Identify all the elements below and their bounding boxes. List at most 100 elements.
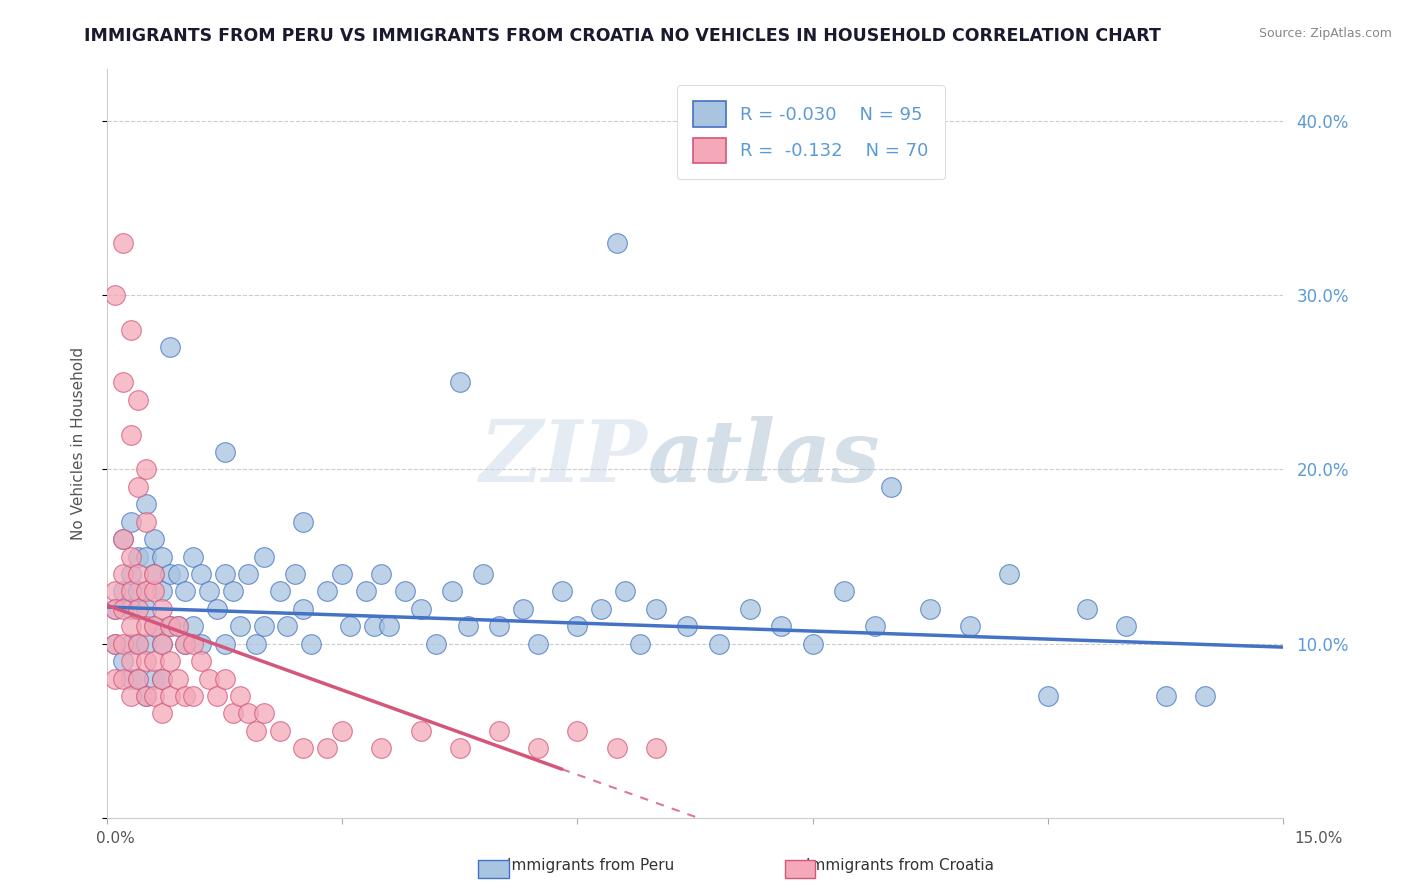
Point	[354, 584, 377, 599]
Point	[159, 566, 181, 581]
Point	[1154, 689, 1177, 703]
Point	[159, 619, 181, 633]
Point	[606, 235, 628, 250]
Point	[315, 584, 337, 599]
Text: IMMIGRANTS FROM PERU VS IMMIGRANTS FROM CROATIA NO VEHICLES IN HOUSEHOLD CORRELA: IMMIGRANTS FROM PERU VS IMMIGRANTS FROM …	[84, 27, 1161, 45]
Point	[127, 480, 149, 494]
Point	[135, 619, 157, 633]
Point	[111, 566, 134, 581]
Point	[174, 637, 197, 651]
Point	[135, 462, 157, 476]
Point	[111, 235, 134, 250]
Point	[159, 689, 181, 703]
Point	[370, 566, 392, 581]
Point	[205, 689, 228, 703]
Point	[527, 741, 550, 756]
Point	[269, 584, 291, 599]
Point	[488, 723, 510, 738]
Point	[253, 549, 276, 564]
Point	[409, 601, 432, 615]
Point	[174, 584, 197, 599]
Point	[143, 584, 166, 599]
Point	[143, 532, 166, 546]
Point	[190, 566, 212, 581]
Point	[104, 601, 127, 615]
Point	[370, 741, 392, 756]
Point	[245, 637, 267, 651]
Point	[205, 601, 228, 615]
Point	[111, 532, 134, 546]
Point	[127, 672, 149, 686]
Point	[127, 392, 149, 407]
Point	[150, 637, 173, 651]
Point	[104, 637, 127, 651]
Point	[104, 584, 127, 599]
Point	[363, 619, 385, 633]
Point	[135, 689, 157, 703]
Point	[644, 741, 666, 756]
Point	[425, 637, 447, 651]
Point	[135, 497, 157, 511]
Point	[166, 619, 188, 633]
Point	[738, 601, 761, 615]
Point	[181, 637, 204, 651]
Point	[104, 672, 127, 686]
Point	[120, 619, 142, 633]
Point	[120, 672, 142, 686]
Point	[150, 601, 173, 615]
Point	[299, 637, 322, 651]
Point	[394, 584, 416, 599]
Point	[135, 515, 157, 529]
Point	[253, 706, 276, 721]
Point	[150, 672, 173, 686]
Point	[120, 515, 142, 529]
Point	[214, 445, 236, 459]
Point	[449, 376, 471, 390]
Point	[449, 741, 471, 756]
Point	[181, 619, 204, 633]
Point	[181, 549, 204, 564]
Point	[111, 376, 134, 390]
Point	[190, 654, 212, 668]
Point	[150, 672, 173, 686]
Point	[606, 741, 628, 756]
Point	[135, 601, 157, 615]
Point	[120, 323, 142, 337]
Point	[488, 619, 510, 633]
Point	[551, 584, 574, 599]
Point	[150, 584, 173, 599]
Point	[159, 654, 181, 668]
Point	[214, 637, 236, 651]
Point	[339, 619, 361, 633]
Point	[120, 637, 142, 651]
Point	[330, 723, 353, 738]
Text: ZIP: ZIP	[481, 417, 648, 500]
Point	[770, 619, 793, 633]
Point	[143, 689, 166, 703]
Point	[135, 584, 157, 599]
Point	[120, 689, 142, 703]
Point	[269, 723, 291, 738]
Point	[276, 619, 298, 633]
Point	[676, 619, 699, 633]
Text: Source: ZipAtlas.com: Source: ZipAtlas.com	[1258, 27, 1392, 40]
Point	[472, 566, 495, 581]
Point	[135, 689, 157, 703]
Point	[166, 672, 188, 686]
Point	[181, 689, 204, 703]
Point	[1076, 601, 1098, 615]
Point	[221, 584, 243, 599]
Point	[143, 654, 166, 668]
Point	[159, 340, 181, 354]
Point	[111, 654, 134, 668]
Point	[111, 584, 134, 599]
Point	[959, 619, 981, 633]
Point	[1115, 619, 1137, 633]
Point	[229, 619, 252, 633]
Point	[111, 672, 134, 686]
Point	[174, 689, 197, 703]
Point	[801, 637, 824, 651]
Point	[143, 619, 166, 633]
Point	[166, 619, 188, 633]
Point	[104, 288, 127, 302]
